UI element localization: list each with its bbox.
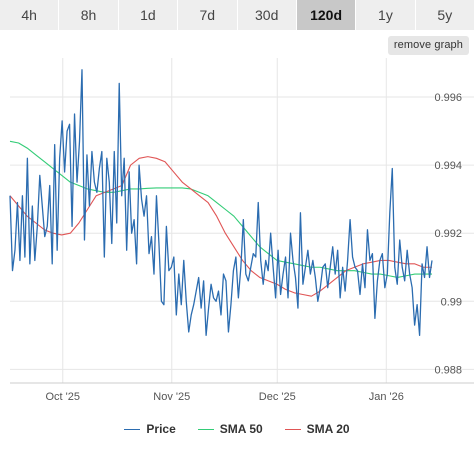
legend-swatch: [284, 428, 301, 430]
y-tick-label: 0.99: [441, 296, 462, 308]
tab-8h[interactable]: 8h: [59, 0, 119, 30]
legend-label: SMA 20: [306, 422, 350, 436]
series-line-sma-20: [9, 156, 432, 297]
price-chart: 0.988 0.99 0.992 0.994 0.996 Oct '25 Nov '25 De…: [9, 58, 474, 403]
legend-swatch: [124, 428, 141, 430]
legend-label: SMA 50: [219, 422, 263, 436]
y-tick-label: 0.992: [434, 228, 462, 240]
tab-30d[interactable]: 30d: [237, 0, 297, 30]
x-tick-label: Oct '25: [45, 391, 80, 403]
tab-1d[interactable]: 1d: [118, 0, 179, 30]
y-tick-label: 0.996: [434, 92, 462, 104]
series-line-price: [9, 69, 433, 336]
x-tick-label: Nov '25: [153, 391, 190, 403]
y-tick-label: 0.994: [434, 160, 462, 172]
tab-4h[interactable]: 4h: [0, 0, 60, 30]
y-tick-label: 0.988: [434, 364, 462, 376]
tab-1y[interactable]: 1y: [356, 0, 416, 30]
legend-swatch: [197, 428, 214, 430]
legend-item-sma-20[interactable]: SMA 20: [284, 422, 350, 436]
remove-graph-button[interactable]: remove graph: [387, 36, 469, 55]
tab-7d[interactable]: 7d: [178, 0, 238, 30]
legend: Price SMA 50 SMA 20: [0, 419, 474, 439]
range-tabs: 4h 8h 1d 7d 30d 120d 1y 5y: [0, 0, 474, 30]
tab-120d[interactable]: 120d: [296, 0, 357, 30]
x-tick-label: Dec '25: [259, 391, 296, 403]
x-tick-label: Jan '26: [369, 391, 404, 403]
legend-item-sma-50[interactable]: SMA 50: [197, 422, 263, 436]
legend-item-price[interactable]: Price: [124, 422, 176, 436]
tab-5y[interactable]: 5y: [415, 0, 474, 30]
legend-label: Price: [146, 422, 176, 436]
